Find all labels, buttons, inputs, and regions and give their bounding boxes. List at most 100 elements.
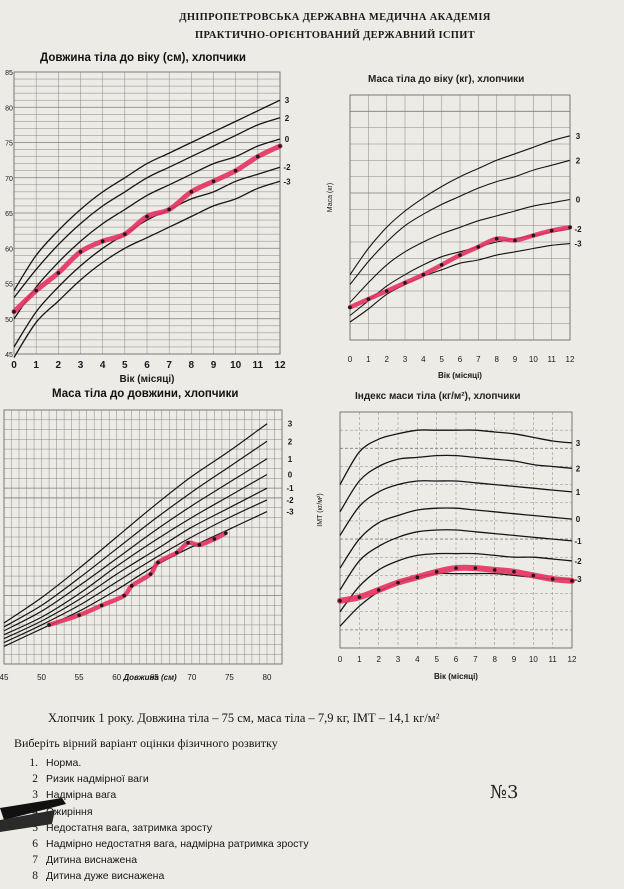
length-for-age-curve-label: -3 — [283, 177, 291, 186]
weight-for-length-patient-point — [175, 550, 179, 555]
chart-title-bmi-for-age: Індекс маси тіла (кг/м²), хлопчики — [355, 391, 521, 402]
length-for-age-y-tick-label: 75 — [5, 141, 13, 148]
length-for-age-curve-label: 3 — [285, 96, 290, 105]
bmi-for-age-patient-point — [512, 569, 516, 574]
answer-option[interactable]: 8 Дитина дуже виснажена — [20, 870, 164, 882]
option-text: Надмірна вага — [46, 789, 117, 802]
weight-for-length-curve-label: 2 — [288, 437, 293, 446]
handwritten-note: №3 — [490, 782, 519, 803]
weight-for-length-percentile-curve — [3, 423, 268, 624]
length-for-age-x-tick-label: 11 — [253, 360, 264, 371]
answer-option[interactable]: 6 Надмірно недостатня вага, надмірна ратр… — [20, 838, 309, 850]
weight-for-length-patient-point — [223, 531, 228, 535]
bmi-for-age-x-tick-label: 0 — [338, 655, 343, 664]
bmi-for-age-patient-point — [376, 588, 381, 592]
weight-for-age-x-tick-label: 11 — [548, 355, 557, 364]
bmi-for-age-percentile-curve — [339, 429, 573, 485]
length-for-age-y-tick-label: 50 — [5, 317, 13, 324]
length-for-age-percentile-curve — [13, 99, 281, 291]
answer-option[interactable]: 3 Надмірна вага — [20, 789, 116, 801]
weight-for-length-curve-label: 1 — [288, 455, 293, 464]
length-for-age-percentile-curve — [13, 138, 281, 320]
weight-for-length-x-tick-label: 70 — [187, 673, 196, 682]
weight-for-length-patient-point — [99, 603, 104, 608]
bmi-for-age-patient-point — [473, 566, 478, 570]
weight-for-length-patient-point — [197, 543, 202, 547]
weight-for-length-x-tick-label: 65 — [150, 673, 159, 682]
weight-for-length-curve-label: 0 — [288, 470, 293, 479]
weight-for-age-x-tick-label: 1 — [366, 355, 371, 364]
weight-for-age-x-tick-label: 2 — [384, 355, 389, 364]
bmi-for-age-patient-point — [531, 573, 536, 578]
weight-for-age-percentile-curve — [349, 135, 571, 276]
bmi-for-age-curve-label: 1 — [576, 488, 581, 497]
weight-for-age-patient-point — [513, 238, 517, 243]
weight-for-age-y-axis-label: Маса (кг) — [327, 183, 334, 212]
bmi-for-age-patient-point — [570, 579, 574, 583]
weight-for-length-patient-point — [156, 560, 160, 565]
case-description: Хлопчик 1 року. Довжина тіла – 75 см, ма… — [48, 711, 440, 725]
bmi-for-age-x-tick-label: 11 — [549, 655, 558, 664]
length-for-age-x-tick-label: 2 — [56, 360, 62, 371]
length-for-age-patient-point — [233, 168, 238, 173]
answer-option[interactable]: 7 Дитина виснажена — [20, 854, 137, 866]
length-for-age-y-tick-label: 55 — [5, 282, 13, 289]
weight-for-length-percentile-curve — [3, 511, 268, 647]
pen-icon — [0, 798, 66, 832]
weight-for-age-x-tick-label: 10 — [529, 355, 538, 364]
length-for-age-y-tick-label: 85 — [5, 70, 13, 77]
weight-for-length-x-axis-label: Довжина (см) — [122, 673, 177, 682]
bmi-for-age-x-tick-label: 1 — [357, 655, 362, 664]
bmi-for-age-curve-label: 0 — [576, 515, 581, 524]
length-for-age-x-tick-label: 1 — [33, 360, 39, 371]
bmi-for-age-patient-point — [357, 595, 362, 599]
option-text: Надмірно недостатня вага, надмірна ратри… — [46, 838, 309, 850]
answer-option[interactable]: 1. Норма. — [20, 757, 81, 769]
length-for-age-y-tick-label: 45 — [5, 352, 13, 359]
length-for-age-patient-point — [78, 249, 83, 254]
weight-for-length-x-tick-label: 60 — [112, 673, 121, 682]
weight-for-length-patient-point — [129, 584, 134, 588]
length-for-age-percentile-curve — [13, 166, 281, 348]
weight-for-age-percentile-curve — [349, 243, 571, 323]
bmi-for-age-percentile-curve — [339, 529, 573, 591]
length-for-age-patient-point — [34, 288, 38, 293]
weight-for-age-patient-point — [568, 225, 572, 230]
bmi-for-age-curve-label: -2 — [574, 557, 582, 566]
weight-for-length-percentile-curve — [3, 499, 268, 644]
bmi-for-age-x-tick-label: 5 — [434, 655, 439, 664]
bmi-for-age-patient-point — [396, 580, 400, 585]
bmi-for-age-x-tick-label: 12 — [568, 655, 577, 664]
bmi-for-age-percentile-curve — [339, 552, 573, 613]
bmi-for-age-x-tick-label: 3 — [396, 655, 401, 664]
length-for-age-x-tick-label: 12 — [274, 360, 286, 371]
weight-for-age-x-tick-label: 7 — [476, 355, 481, 364]
length-for-age-patient-point — [123, 232, 127, 236]
weight-for-length-patient-point — [186, 541, 190, 545]
option-text: Дитина дуже виснажена — [46, 870, 165, 883]
length-for-age-patient-point — [56, 271, 61, 275]
bmi-for-age-patient-point — [454, 566, 458, 570]
bmi-for-age-x-tick-label: 10 — [529, 655, 538, 664]
answer-option[interactable]: 2 Ризик надмірної ваги — [20, 773, 148, 786]
option-number: 6 — [32, 838, 38, 850]
bmi-for-age-patient-point — [434, 569, 439, 574]
bmi-for-age-x-tick-label: 8 — [492, 655, 497, 664]
length-for-age-patient-point — [145, 214, 149, 219]
option-text: Норма. — [46, 757, 82, 769]
answer-option[interactable]: 5 Недостатня вага, затримка зросту — [20, 822, 212, 834]
weight-for-length-patient-point — [148, 572, 153, 576]
weight-for-length-percentile-curve — [3, 487, 268, 640]
weight-for-age-patient-point — [476, 245, 481, 249]
length-for-age-curve-label: -2 — [283, 163, 291, 172]
length-for-age-patient-point — [278, 144, 282, 148]
option-number: 2 — [32, 773, 38, 786]
length-for-age-x-tick-label: 8 — [189, 360, 195, 371]
weight-for-length-curve-label: -2 — [286, 496, 294, 505]
weight-for-length-percentile-curve — [3, 458, 268, 632]
weight-for-age-patient-point — [458, 253, 462, 257]
length-for-age-percentile-curve — [13, 180, 281, 358]
length-for-age-patient-point — [211, 179, 216, 184]
bmi-for-age-curve-label: -1 — [574, 537, 582, 546]
